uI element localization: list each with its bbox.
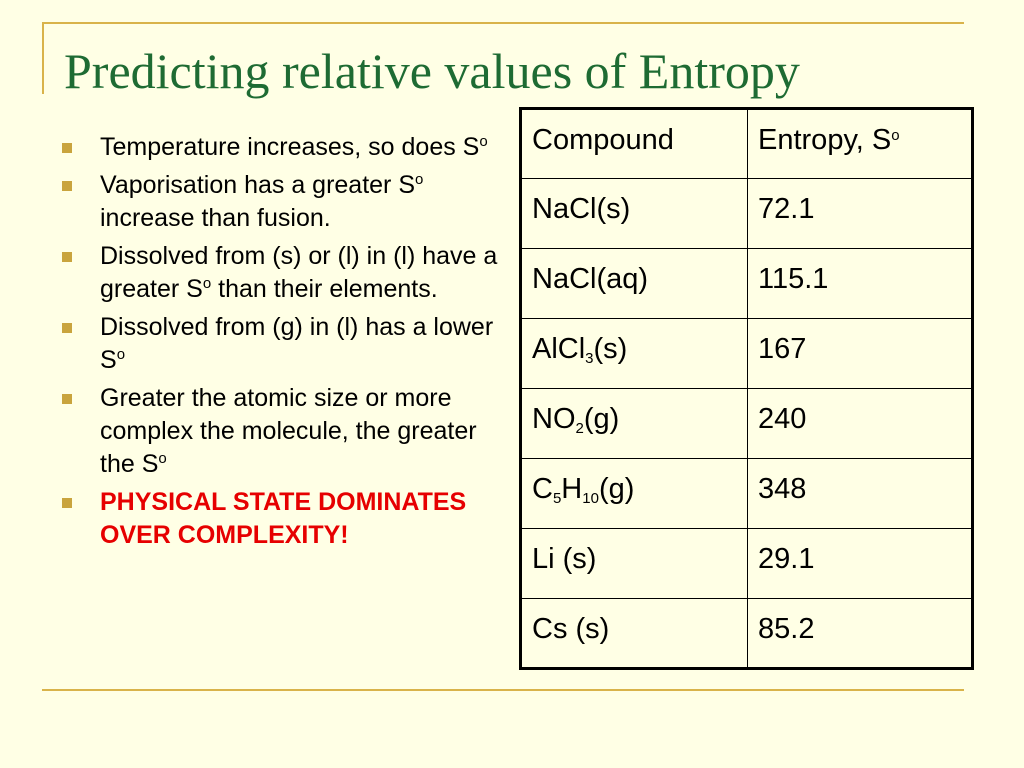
slide-title: Predicting relative values of Entropy — [64, 43, 800, 99]
entropy-cell: 167 — [747, 318, 973, 389]
bullet-item-vaporisation: Vaporisation has a greater So increase t… — [62, 169, 502, 235]
square-bullet-icon — [62, 181, 72, 191]
header-entropy: Entropy, So — [747, 108, 973, 179]
table-row: Li (s) 29.1 — [520, 528, 973, 599]
square-bullet-icon — [62, 323, 72, 333]
entropy-cell: 240 — [747, 388, 973, 459]
table-row: Cs (s) 85.2 — [520, 598, 973, 669]
frame-top-line — [42, 22, 964, 24]
square-bullet-icon — [62, 252, 72, 262]
compound-cell: Li (s) — [520, 528, 748, 599]
bullet-item-dissolved-gas: Dissolved from (g) in (l) has a lower So — [62, 311, 502, 377]
compound-cell: NaCl(aq) — [520, 248, 748, 319]
entropy-table: Compound Entropy, So NaCl(s) 72.1 NaCl(a… — [519, 107, 974, 670]
entropy-cell: 85.2 — [747, 598, 973, 669]
bullet-text: Greater the atomic size or more complex … — [100, 384, 477, 478]
square-bullet-icon — [62, 143, 72, 153]
table-row: NaCl(aq) 115.1 — [520, 248, 973, 319]
table-row: NO2(g) 240 — [520, 388, 973, 459]
table-header-row: Compound Entropy, So — [520, 108, 973, 179]
bullet-text: Vaporisation has a greater So increase t… — [100, 171, 424, 232]
bullet-item-temperature: Temperature increases, so does So — [62, 131, 502, 164]
compound-cell: AlCl3(s) — [520, 318, 748, 389]
table-row: C5H10(g) 348 — [520, 458, 973, 529]
bullet-text: Dissolved from (g) in (l) has a lower So — [100, 313, 494, 374]
bullet-item-dissolved-solid-liquid: Dissolved from (s) or (l) in (l) have a … — [62, 240, 502, 306]
bullet-text-emphasis: PHYSICAL STATE DOMINATES OVER COMPLEXITY… — [100, 488, 467, 549]
table-row: AlCl3(s) 167 — [520, 318, 973, 389]
entropy-cell: 72.1 — [747, 178, 973, 249]
square-bullet-icon — [62, 498, 72, 508]
entropy-cell: 29.1 — [747, 528, 973, 599]
bullet-text: Dissolved from (s) or (l) in (l) have a … — [100, 242, 498, 303]
header-compound: Compound — [520, 108, 748, 179]
entropy-cell: 115.1 — [747, 248, 973, 319]
compound-cell: C5H10(g) — [520, 458, 748, 529]
bullet-item-atomic-size: Greater the atomic size or more complex … — [62, 382, 502, 481]
square-bullet-icon — [62, 394, 72, 404]
compound-cell: Cs (s) — [520, 598, 748, 669]
frame-left-line — [42, 22, 44, 94]
frame-bottom-line — [42, 689, 964, 691]
bullet-text: Temperature increases, so does So — [100, 133, 488, 161]
bullet-item-physical-state: PHYSICAL STATE DOMINATES OVER COMPLEXITY… — [62, 486, 502, 552]
bullet-list: Temperature increases, so does So Vapori… — [62, 131, 502, 557]
table-row: NaCl(s) 72.1 — [520, 178, 973, 249]
entropy-cell: 348 — [747, 458, 973, 529]
compound-cell: NO2(g) — [520, 388, 748, 459]
compound-cell: NaCl(s) — [520, 178, 748, 249]
